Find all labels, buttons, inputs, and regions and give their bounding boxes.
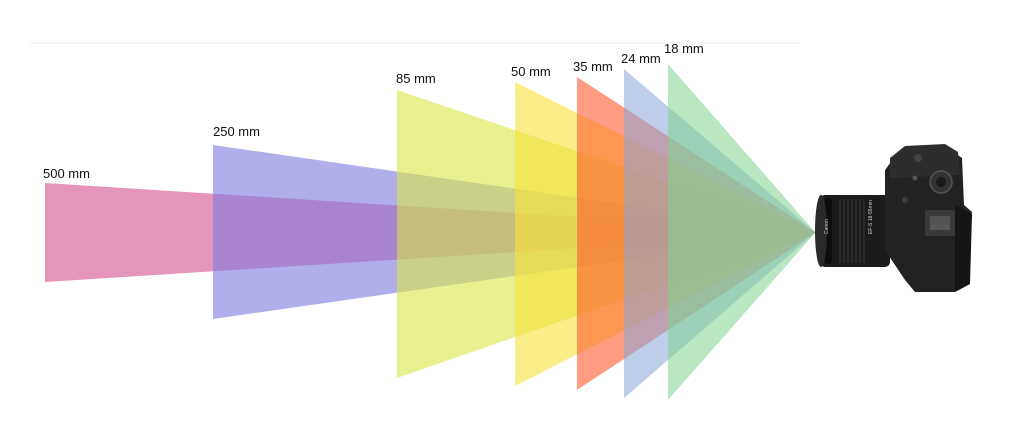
camera-grip xyxy=(955,205,972,292)
lens-barrel xyxy=(820,195,890,267)
dslr-camera-icon: EF-S 18-55mm Canon xyxy=(815,144,972,292)
fov-label-50mm: 50 mm xyxy=(511,64,551,79)
fov-label-85mm: 85 mm xyxy=(396,71,436,86)
fov-wedges xyxy=(45,64,815,400)
fov-label-250mm: 250 mm xyxy=(213,124,260,139)
fov-wedge-18mm xyxy=(668,64,815,400)
lens-text: EF-S 18-55mm xyxy=(868,200,874,234)
fov-label-35mm: 35 mm xyxy=(573,59,613,74)
fov-labels: 500 mm 250 mm 85 mm 50 mm 35 mm 24 mm 18… xyxy=(43,41,704,181)
fov-label-500mm: 500 mm xyxy=(43,166,90,181)
shutter-button xyxy=(914,154,922,162)
lens-grip-ridges xyxy=(839,199,865,263)
camera-brand: Canon xyxy=(824,219,830,234)
lens-front xyxy=(815,195,827,267)
camera-top-plate xyxy=(890,144,960,178)
fov-label-18mm: 18 mm xyxy=(664,41,704,56)
fov-label-24mm: 24 mm xyxy=(621,51,661,66)
